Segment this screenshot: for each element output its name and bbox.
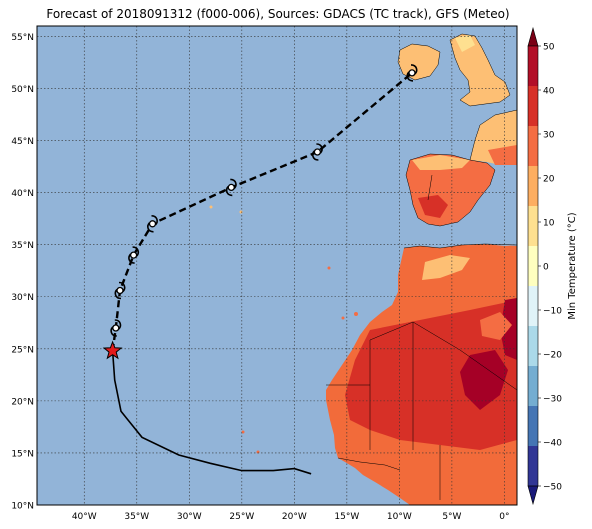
iberia-cool-north [412,155,470,170]
colorbar-band [528,326,538,367]
lat-label: 20°N [11,397,34,407]
ireland [398,44,440,80]
colorbar-tick-label: 50 [543,43,555,53]
canary-island-1 [354,312,358,316]
hurricane-symbol-icon [225,178,237,197]
colorbar-tick-label: 10 [543,219,555,229]
colorbar-tick-label: 20 [543,175,555,185]
colorbar-band [528,166,538,207]
country-borders [326,33,517,500]
great-britain-highland [455,35,475,52]
colorbar-tick-label: −20 [543,351,562,361]
lat-label: 40°N [11,189,34,199]
cape-verde-island-1 [241,430,245,434]
map-gridlines [37,26,517,505]
lat-label: 55°N [11,33,34,43]
sahara-hot-region [345,300,517,450]
lon-label: 25°W [229,512,254,522]
hurricane-symbol-icon [311,143,323,161]
colorbar-tick-label: −40 [543,439,562,449]
colorbar-band [528,246,538,287]
colorbar-tick-label: −30 [543,395,562,405]
colorbar-band [528,446,538,487]
sahara-extreme-region [460,350,508,410]
hurricane-symbol-icon [147,215,158,233]
atlas-cool-region [422,255,470,280]
colorbar-band [528,206,538,247]
longitude-labels: 40°W 35°W 30°W 25°W 20°W 15°W 10°W 5°W 0° [72,512,510,522]
lon-label: 30°W [177,512,202,522]
lon-label: 40°W [72,512,97,522]
lon-label: 15°W [334,512,359,522]
colorbar-tick-label: 0 [543,263,549,273]
colorbar-band [528,366,538,407]
colorbar-tick-label: −10 [543,307,562,317]
great-britain [450,34,510,106]
lon-label: 5°W [442,512,461,522]
forecast-track-line [111,71,413,352]
lon-label: 0° [499,512,509,522]
lat-label: 10°N [11,502,34,512]
lat-label: 25°N [11,345,34,355]
colorbar-label: Min Temperature (°C) [567,212,578,319]
hurricane-symbol-icon [406,64,418,82]
colorbar-band [528,46,538,87]
lon-label: 35°W [124,512,149,522]
hurricane-symbol-icon [128,246,140,264]
madeira-island [327,266,331,270]
map-frame [36,25,518,506]
azores-island-2 [209,205,213,209]
storm-track [102,64,418,475]
lat-label: 30°N [11,293,34,303]
lat-label: 50°N [11,85,34,95]
map-title: Forecast of 2018091312 (f000-006), Sourc… [46,7,509,21]
iberia-warm-region [418,195,448,218]
hurricane-symbol-icon [110,319,122,337]
lat-label: 45°N [11,137,34,147]
past-track-line [111,350,312,475]
colorbar-band [528,406,538,447]
temperature-colorbar: 50 40 30 20 10 0 −10 −20 −30 −40 −50 [527,26,562,506]
lon-label: 10°W [387,512,412,522]
colorbar-band [528,126,538,167]
lat-label: 35°N [11,241,34,251]
colorbar-max-extension [527,26,539,47]
current-position-star-icon [102,340,123,360]
canary-island-2 [341,316,345,320]
colorbar-tick-label: 40 [543,87,555,97]
colorbar-tick-label: 30 [543,131,555,141]
lon-label: 20°W [282,512,307,522]
hurricane-symbol-icon [114,281,126,300]
colorbar-band [528,286,538,327]
mediterranean-coast [460,232,517,246]
france-warm-south [488,145,517,165]
latitude-labels: 55°N 50°N 45°N 40°N 35°N 30°N 25°N 20°N 15°N 10°N [11,33,34,512]
hoggar-cool-region [480,312,512,340]
colorbar-min-extension [527,485,539,506]
map-area [37,26,517,505]
colorbar-tick-label: −50 [543,483,562,493]
colorbar-band [528,86,538,127]
lat-label: 15°N [11,449,34,459]
